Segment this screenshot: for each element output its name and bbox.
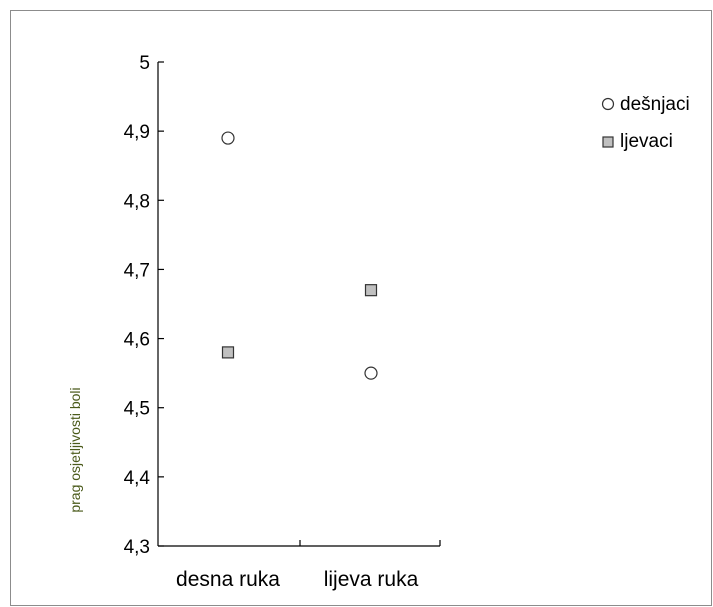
data-point-circle: [221, 131, 235, 145]
legend: dešnjaci ljevaci: [601, 94, 690, 152]
y-axis-label: prag osjetljivosti boli: [67, 387, 83, 512]
y-tick-label: 4,7: [124, 260, 150, 281]
data-point-square: [364, 284, 378, 297]
y-tick-label: 4,8: [124, 191, 150, 212]
y-tick-label: 5: [139, 53, 150, 74]
x-categories: desna ruka lijeva ruka: [176, 540, 441, 591]
legend-marker-circle: [601, 97, 615, 111]
legend-entry-label: dešnjaci: [620, 94, 690, 115]
legend-entry-label: ljevaci: [620, 131, 673, 152]
y-tick-label: 4,5: [124, 399, 150, 420]
x-category-label: lijeva ruka: [324, 568, 419, 591]
y-tick-label: 4,6: [124, 330, 150, 351]
data-point-square: [221, 346, 235, 359]
data-points: [221, 131, 378, 380]
x-category-label: desna ruka: [176, 568, 280, 591]
axes: [157, 62, 440, 547]
chart-frame: [10, 10, 712, 606]
legend-marker-square: [602, 136, 614, 148]
y-tick-label: 4,9: [124, 122, 150, 143]
data-point-circle: [364, 366, 378, 380]
y-tick-label: 4,4: [124, 468, 151, 489]
y-ticks: 4,3 4,4 4,5 4,6 4,7 4,8 4,9 5: [124, 53, 164, 558]
y-tick-label: 4,3: [124, 537, 150, 558]
